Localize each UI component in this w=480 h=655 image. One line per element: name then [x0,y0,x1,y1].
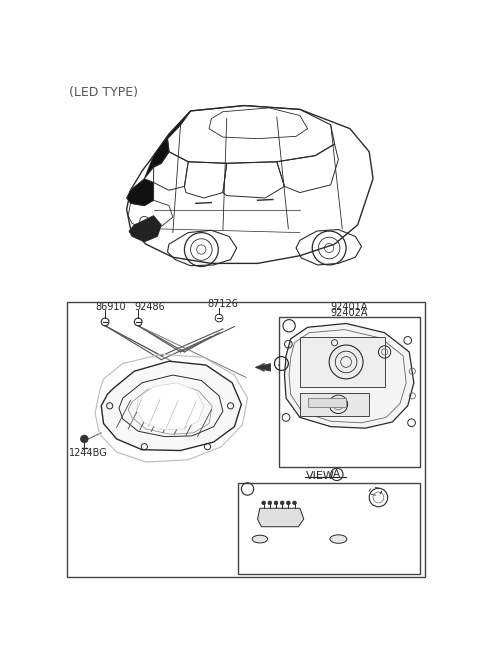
Bar [279,317,420,468]
Polygon shape [144,111,191,179]
Circle shape [274,501,278,505]
Text: A: A [333,470,340,479]
Ellipse shape [330,535,347,543]
Polygon shape [255,364,271,371]
Text: 1244BG: 1244BG [69,448,108,458]
Text: 86910: 86910 [96,301,126,312]
Text: 87126: 87126 [207,299,239,309]
Circle shape [262,501,265,505]
Bar [238,483,420,574]
Text: VIEW: VIEW [306,471,335,481]
Text: A: A [278,358,285,369]
Bar [300,393,369,416]
Text: 18643P: 18643P [244,545,281,555]
Polygon shape [285,324,414,428]
Bar [308,398,346,407]
Text: 92486: 92486 [134,301,165,312]
Text: a: a [244,484,251,494]
Polygon shape [258,508,304,527]
Circle shape [287,501,290,505]
Text: 92402A: 92402A [331,309,368,318]
Polygon shape [101,361,241,451]
Polygon shape [129,215,161,242]
Ellipse shape [252,535,267,543]
Polygon shape [127,179,154,206]
Text: 92401A: 92401A [331,301,368,312]
Circle shape [268,501,272,505]
Text: 18644E: 18644E [314,551,350,561]
Text: 92470C: 92470C [299,493,336,503]
Circle shape [280,501,284,505]
Circle shape [293,501,297,505]
Text: (LED TYPE): (LED TYPE) [69,86,138,99]
Text: a: a [286,321,292,331]
Bar [67,302,425,577]
Polygon shape [137,383,204,430]
Circle shape [81,435,88,443]
Bar [300,337,384,386]
